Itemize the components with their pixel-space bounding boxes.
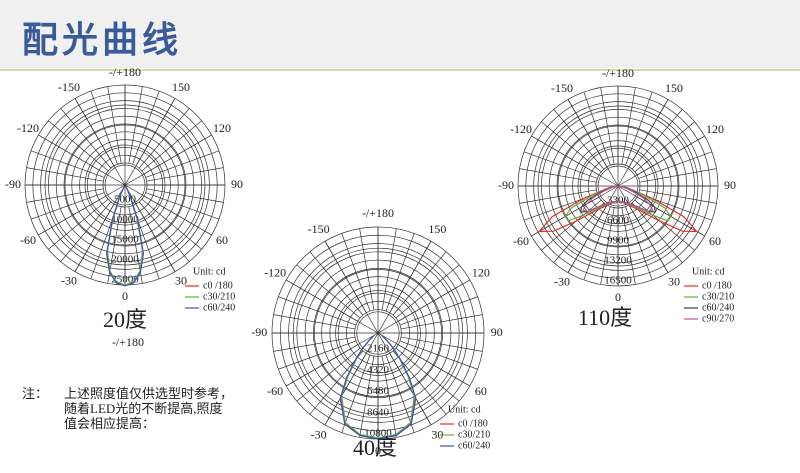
header-band — [0, 0, 800, 68]
chart-caption: 20度 — [103, 307, 147, 332]
theta-tick-label: -60 — [20, 233, 36, 247]
theta-tick-label: 120 — [706, 122, 724, 136]
legend-label: c60/240 — [702, 302, 734, 313]
theta-tick-label: 0 — [375, 443, 381, 457]
theta-tick-label: 90 — [491, 325, 503, 339]
theta-tick-label: 30 — [668, 275, 680, 289]
theta-tick-label: 0 — [122, 289, 128, 303]
theta-tick-label: -30 — [61, 274, 77, 288]
theta-tick-label: -150 — [58, 80, 80, 94]
theta-tick — [617, 185, 705, 237]
theta-tick-label: -30 — [554, 275, 570, 289]
theta-tick — [124, 134, 212, 186]
theta-tick — [324, 241, 379, 334]
theta-tick — [617, 135, 705, 187]
legend-label: c30/210 — [203, 291, 235, 302]
theta-tick-label: 150 — [665, 81, 683, 95]
theta-tick — [38, 134, 126, 186]
theta-tick-label: 30 — [431, 428, 443, 442]
theta-tick — [124, 184, 212, 236]
unit-label: Unit: cd — [448, 404, 481, 415]
note-line: 注： — [22, 386, 48, 401]
theta-tick-label: 120 — [213, 121, 231, 135]
theta-tick-label: 60 — [709, 234, 721, 248]
theta-tick — [377, 332, 470, 387]
legend-label: c60/240 — [458, 440, 490, 451]
theta-tick-label: 90 — [231, 177, 243, 191]
legend-label: c0 /180 — [203, 280, 233, 291]
theta-tick-label: -150 — [308, 222, 330, 236]
legend-label: c30/210 — [702, 291, 734, 302]
stray-label: -/+180 — [112, 335, 144, 349]
note-line: 随着LED光的不断提高,照度 — [64, 401, 223, 416]
legend-label: c60/240 — [203, 302, 235, 313]
series-line — [105, 186, 145, 287]
chart-caption: 110度 — [578, 305, 632, 330]
theta-tick — [286, 279, 379, 334]
legend-label: c0 /180 — [458, 418, 488, 429]
theta-tick-label: -120 — [17, 121, 39, 135]
legend-label: c90/270 — [702, 313, 734, 324]
theta-tick-label: -120 — [264, 265, 286, 279]
theta-tick-label: -/+180 — [109, 65, 141, 79]
theta-tick — [377, 279, 470, 334]
theta-tick-label: 150 — [428, 222, 446, 236]
theta-tick-label: 30 — [175, 274, 187, 288]
theta-tick-label: 90 — [724, 178, 736, 192]
theta-tick — [531, 135, 619, 187]
theta-tick — [617, 99, 669, 187]
theta-tick — [567, 185, 619, 273]
theta-tick — [124, 184, 176, 272]
theta-tick — [617, 185, 669, 273]
theta-tick-label: 150 — [172, 80, 190, 94]
theta-tick-label: -90 — [5, 177, 21, 191]
theta-tick-label: -150 — [551, 81, 573, 95]
note-line: 上述照度值仅供选型时参考， — [64, 386, 233, 401]
theta-tick — [377, 332, 432, 425]
theta-tick-label: -60 — [267, 384, 283, 398]
theta-tick — [324, 332, 379, 425]
theta-tick-label: 120 — [472, 265, 490, 279]
theta-tick — [74, 98, 126, 186]
theta-tick-label: 0 — [615, 290, 621, 304]
theta-tick-label: -/+180 — [602, 66, 634, 80]
theta-tick-label: 60 — [216, 233, 228, 247]
unit-label: Unit: cd — [193, 266, 226, 277]
series-line — [582, 185, 654, 212]
unit-label: Unit: cd — [692, 266, 725, 277]
chart-caption: 40度 — [353, 435, 397, 460]
theta-tick — [567, 99, 619, 187]
theta-tick-label: -90 — [251, 325, 267, 339]
theta-tick-label: -/+180 — [362, 206, 394, 220]
theta-tick — [74, 184, 126, 272]
series-line — [339, 334, 417, 440]
theta-tick — [286, 332, 379, 387]
theta-tick-label: 60 — [475, 384, 487, 398]
theta-tick — [377, 241, 432, 334]
theta-tick-label: -60 — [513, 234, 529, 248]
theta-tick-label: -90 — [498, 178, 514, 192]
theta-tick — [531, 185, 619, 237]
theta-tick — [38, 184, 126, 236]
legend-label: c0 /180 — [702, 280, 732, 291]
theta-tick — [124, 98, 176, 186]
legend-label: c30/210 — [458, 429, 490, 440]
note-line: 值会相应提高： — [64, 416, 155, 431]
theta-tick-label: -30 — [311, 428, 327, 442]
theta-tick-label: -120 — [510, 122, 532, 136]
header-title: 配光曲线 — [22, 20, 182, 61]
